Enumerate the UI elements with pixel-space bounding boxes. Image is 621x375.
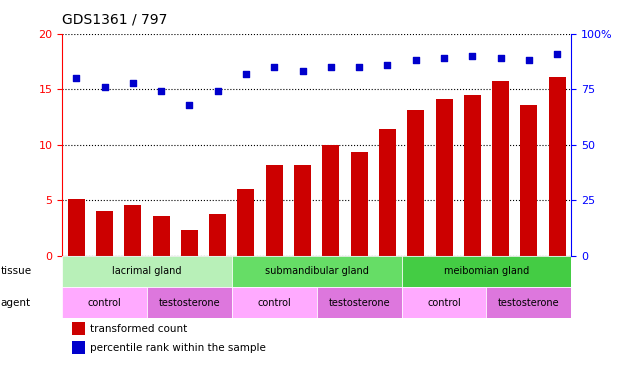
Text: testosterone: testosterone (498, 297, 560, 307)
Bar (294, 165, 311, 256)
Point (354, 64, 364, 70)
Bar (181, 230, 198, 256)
Text: testosterone: testosterone (329, 297, 390, 307)
Bar (72, 341, 85, 354)
Text: lacrimal gland: lacrimal gland (112, 266, 182, 276)
Bar (322, 145, 339, 256)
FancyBboxPatch shape (62, 287, 147, 318)
Point (496, 55, 505, 61)
Point (156, 88, 166, 94)
Bar (549, 77, 566, 256)
Text: meibomian gland: meibomian gland (444, 266, 529, 276)
Bar (266, 165, 283, 256)
Point (241, 71, 251, 77)
FancyBboxPatch shape (486, 287, 571, 318)
FancyBboxPatch shape (402, 256, 571, 287)
Bar (237, 189, 255, 256)
Bar (72, 322, 85, 335)
Bar (209, 213, 226, 256)
Point (297, 69, 307, 75)
Point (71, 75, 81, 81)
FancyBboxPatch shape (232, 256, 402, 287)
Point (552, 51, 562, 57)
Text: control: control (427, 297, 461, 307)
Bar (435, 99, 453, 256)
Text: control: control (257, 297, 291, 307)
FancyBboxPatch shape (232, 287, 317, 318)
Bar (124, 205, 142, 256)
Point (524, 57, 534, 63)
Bar (68, 199, 84, 256)
Point (213, 88, 223, 94)
Text: transformed count: transformed count (90, 324, 188, 334)
Bar (492, 81, 509, 256)
Text: control: control (88, 297, 122, 307)
Text: submandibular gland: submandibular gland (265, 266, 369, 276)
Text: tissue: tissue (1, 266, 32, 276)
Text: GDS1361 / 797: GDS1361 / 797 (62, 12, 168, 26)
FancyBboxPatch shape (402, 287, 486, 318)
Bar (407, 110, 424, 256)
Point (410, 57, 420, 63)
FancyBboxPatch shape (317, 287, 402, 318)
Text: testosterone: testosterone (158, 297, 220, 307)
Point (383, 62, 392, 68)
Point (468, 53, 478, 59)
Point (128, 80, 138, 86)
Bar (464, 95, 481, 256)
Point (184, 102, 194, 108)
Text: agent: agent (1, 297, 31, 307)
Bar (153, 216, 170, 256)
Point (99, 84, 109, 90)
Point (270, 64, 279, 70)
Bar (96, 211, 113, 256)
Bar (351, 153, 368, 256)
Text: percentile rank within the sample: percentile rank within the sample (90, 343, 266, 353)
FancyBboxPatch shape (62, 256, 232, 287)
Point (439, 55, 449, 61)
Point (326, 64, 336, 70)
Bar (379, 129, 396, 256)
FancyBboxPatch shape (147, 287, 232, 318)
Bar (520, 105, 537, 256)
